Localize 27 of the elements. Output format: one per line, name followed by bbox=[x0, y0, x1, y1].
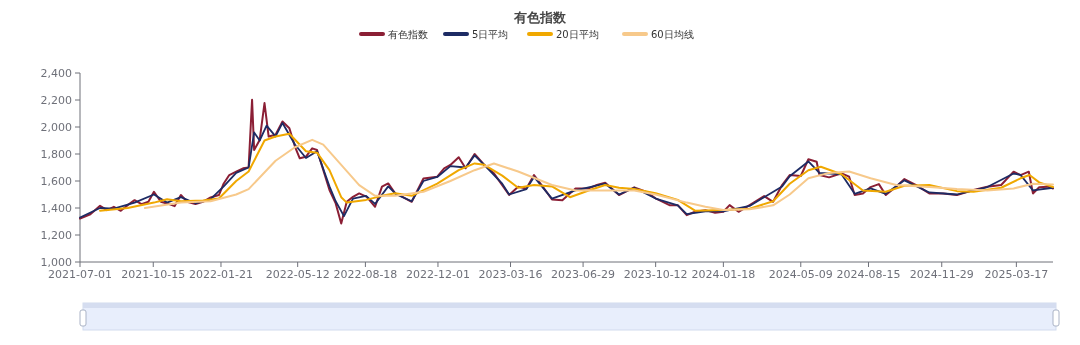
xtick: 2023-03-16 bbox=[478, 268, 543, 281]
xtick: 2022-05-12 bbox=[265, 268, 330, 281]
xtick: 2022-08-18 bbox=[333, 268, 398, 281]
title: 有色指数 bbox=[514, 10, 566, 25]
legend-label: 有色指数 bbox=[388, 29, 428, 40]
ytick: 1,200 bbox=[40, 229, 72, 242]
xtick: 2024-05-09 bbox=[768, 268, 833, 281]
xtick: 2021-07-01 bbox=[48, 268, 112, 281]
ytick: 2,200 bbox=[40, 94, 72, 107]
legend-label: 5日平均 bbox=[472, 29, 509, 40]
legend-label: 60日均线 bbox=[651, 29, 694, 40]
xtick: 2022-01-21 bbox=[189, 268, 253, 281]
xtick: 2022-12-01 bbox=[406, 268, 470, 281]
ytick: 1,800 bbox=[40, 148, 72, 161]
ytick: 2,000 bbox=[40, 121, 72, 134]
legend-label: 20日平均 bbox=[556, 29, 599, 40]
xtick: 2024-01-18 bbox=[691, 268, 756, 281]
xtick: 2024-08-15 bbox=[836, 268, 901, 281]
xtick: 2023-10-12 bbox=[623, 268, 688, 281]
xtick: 2024-11-29 bbox=[909, 268, 974, 281]
ytick: 1,400 bbox=[40, 202, 72, 215]
xtick: 2021-10-15 bbox=[121, 268, 186, 281]
xtick: 2023-06-29 bbox=[551, 268, 616, 281]
ytick: 1,000 bbox=[40, 256, 72, 269]
ytick: 1,600 bbox=[40, 175, 72, 188]
ytick: 2,400 bbox=[40, 67, 72, 80]
xtick: 2025-03-17 bbox=[984, 268, 1049, 281]
